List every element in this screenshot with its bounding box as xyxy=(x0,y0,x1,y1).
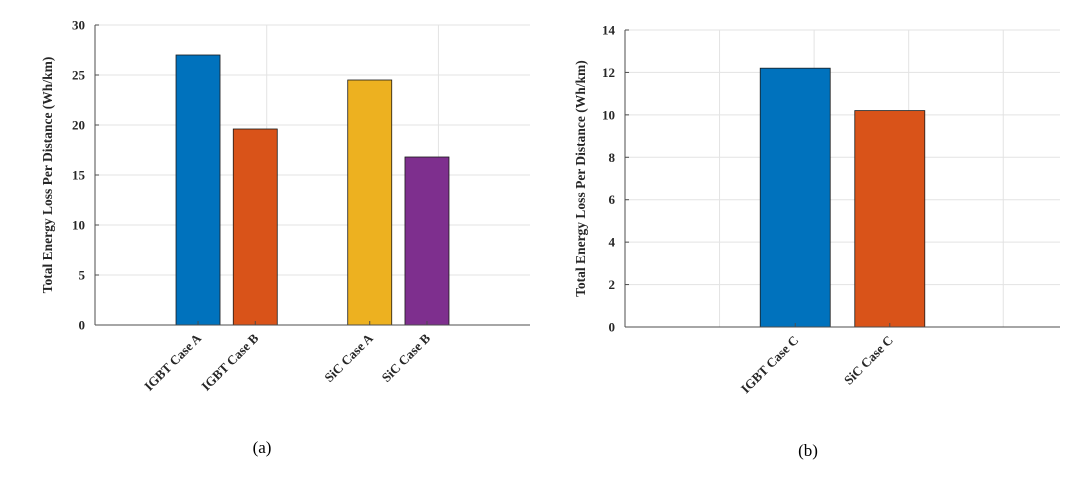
y-tick-label: 12 xyxy=(602,65,615,80)
y-tick-label: 14 xyxy=(602,23,616,38)
y-tick-label: 25 xyxy=(72,68,86,83)
bar-igbt-case-b xyxy=(232,128,278,326)
panel-label: (b) xyxy=(798,441,818,460)
y-tick-label: 0 xyxy=(79,318,86,333)
bar-sic-case-a xyxy=(347,79,393,326)
x-tick-label: IGBT Case B xyxy=(198,330,261,393)
y-tick-label: 6 xyxy=(609,192,616,207)
y-axis-label: Total Energy Loss Per Distance (Wh/km) xyxy=(573,60,588,297)
chart-b: 0 2 4 6 8 10 12 14 IGBT Case C SiC Case C Total En… xyxy=(573,23,1060,460)
bar-igbt-case-c xyxy=(759,67,831,328)
y-tick-label: 5 xyxy=(79,268,86,283)
x-tick-label: IGBT Case C xyxy=(738,333,802,397)
y-tick-label: 30 xyxy=(72,18,85,33)
y-tick-label: 10 xyxy=(602,107,615,122)
bar-igbt-case-a xyxy=(175,54,221,326)
y-tick-label: 15 xyxy=(72,168,86,183)
y-tick-label: 20 xyxy=(72,118,85,133)
y-tick-label: 10 xyxy=(72,218,85,233)
bar-sic-case-b xyxy=(404,156,450,326)
y-tick-label: 8 xyxy=(609,150,616,165)
y-tick-label: 0 xyxy=(609,320,616,335)
y-tick-label: 2 xyxy=(609,277,616,292)
x-tick-label: SiC Case A xyxy=(321,330,376,385)
panel-label: (a) xyxy=(253,438,272,457)
bar-sic-case-c xyxy=(854,110,926,328)
x-tick-label: IGBT Case A xyxy=(141,330,204,393)
x-tick-label: SiC Case C xyxy=(841,333,896,388)
x-tick-label: SiC Case B xyxy=(379,330,434,385)
y-tick-label: 4 xyxy=(609,235,616,250)
y-axis-label: Total Energy Loss Per Distance (Wh/km) xyxy=(40,57,55,294)
